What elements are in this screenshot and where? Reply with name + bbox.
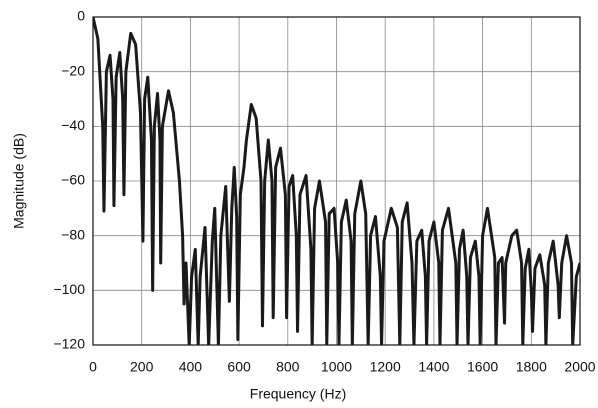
x-tick-label: 200: [130, 359, 154, 375]
x-tick-label: 2000: [564, 359, 595, 375]
x-tick-label: 400: [179, 359, 203, 375]
y-tick-label: −100: [53, 281, 85, 297]
y-tick-label: −20: [61, 62, 85, 78]
x-tick-label: 0: [89, 359, 97, 375]
y-axis-label: Magnitude (dB): [11, 133, 27, 229]
x-tick-label: 600: [227, 359, 251, 375]
x-axis-label: Frequency (Hz): [250, 386, 346, 402]
y-tick-label: 0: [77, 8, 85, 24]
x-tick-label: 1600: [467, 359, 498, 375]
y-tick-label: −120: [53, 336, 85, 352]
x-tick-label: 1000: [321, 359, 352, 375]
y-tick-label: −60: [61, 172, 85, 188]
y-tick-label: −80: [61, 226, 85, 242]
x-tick-label: 800: [276, 359, 300, 375]
response-line: [93, 17, 580, 345]
x-tick-label: 1400: [418, 359, 449, 375]
x-tick-label: 1800: [516, 359, 547, 375]
x-tick-label: 1200: [370, 359, 401, 375]
plot-frame: [92, 16, 581, 346]
y-tick-label: −40: [61, 117, 85, 133]
